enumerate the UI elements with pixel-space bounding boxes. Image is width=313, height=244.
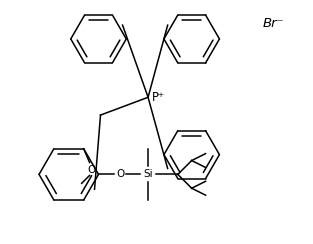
Text: Si: Si — [143, 169, 153, 179]
Text: O: O — [87, 165, 96, 175]
Text: P⁺: P⁺ — [152, 91, 165, 104]
Text: Br⁻: Br⁻ — [263, 17, 285, 30]
Text: O: O — [116, 169, 125, 179]
